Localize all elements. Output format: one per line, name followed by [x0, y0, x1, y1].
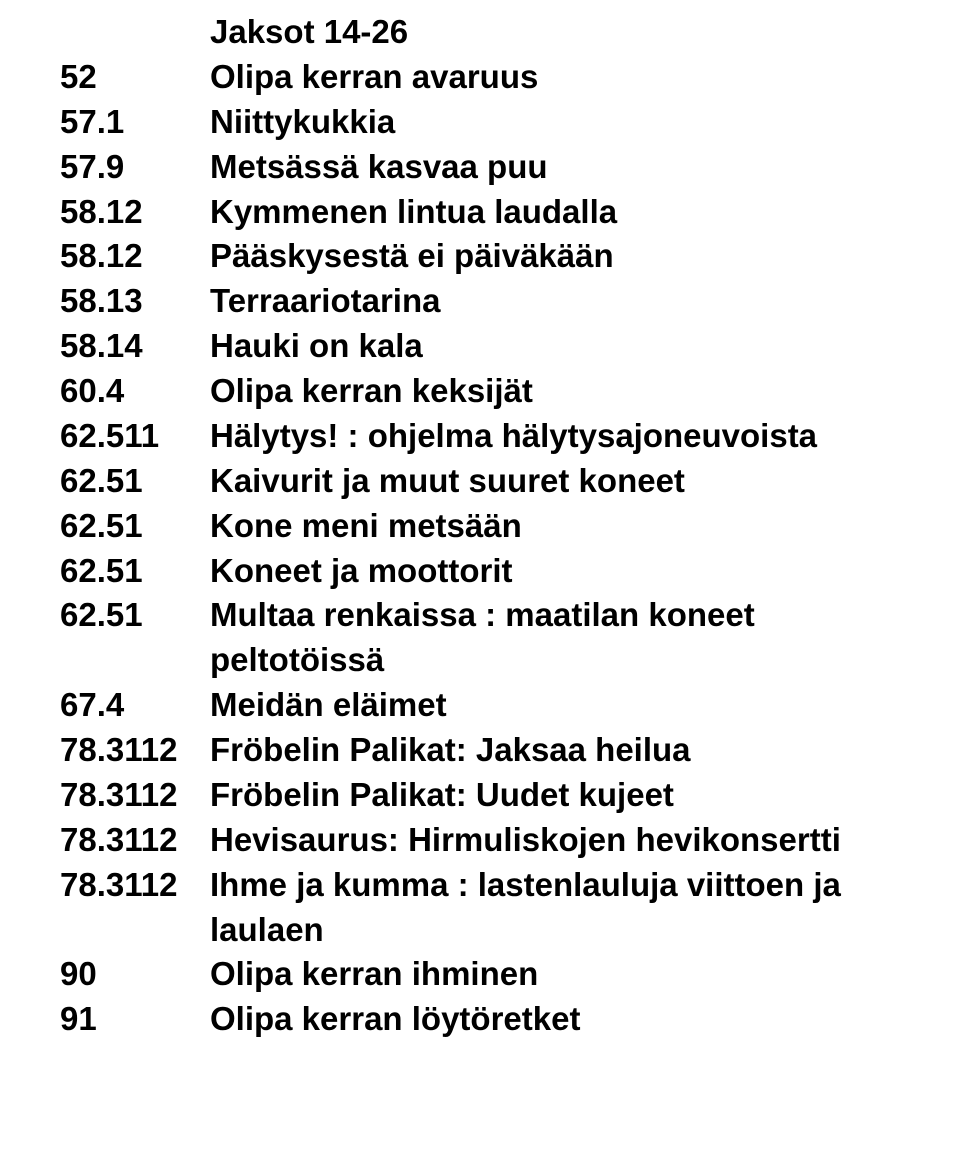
row-text: Terraariotarina [210, 279, 920, 324]
list-row: 58.13 Terraariotarina [60, 279, 920, 324]
row-text: Hälytys! : ohjelma hälytysajoneuvoista [210, 414, 920, 459]
row-number: 62.51 [60, 459, 210, 504]
row-number: 78.3112 [60, 728, 210, 773]
row-text: Jaksot 14-26 [210, 10, 920, 55]
row-number: 78.3112 [60, 818, 210, 863]
row-number: 57.1 [60, 100, 210, 145]
row-number: 58.12 [60, 234, 210, 279]
list-row: 78.3112 Ihme ja kumma : lastenlauluja vi… [60, 863, 920, 953]
row-text: Kymmenen lintua laudalla [210, 190, 920, 235]
list-row: Jaksot 14-26 [60, 10, 920, 55]
row-text: Olipa kerran ihminen [210, 952, 920, 997]
list-row: 57.9 Metsässä kasvaa puu [60, 145, 920, 190]
row-text: Niittykukkia [210, 100, 920, 145]
row-number: 57.9 [60, 145, 210, 190]
list-row: 62.51 Multaa renkaissa : maatilan koneet… [60, 593, 920, 683]
list-row: 91 Olipa kerran löytöretket [60, 997, 920, 1042]
row-text: Olipa kerran löytöretket [210, 997, 920, 1042]
row-text: Olipa kerran avaruus [210, 55, 920, 100]
list-row: 62.51 Koneet ja moottorit [60, 549, 920, 594]
row-number: 67.4 [60, 683, 210, 728]
row-number: 60.4 [60, 369, 210, 414]
row-number: 58.13 [60, 279, 210, 324]
row-text: Kone meni metsään [210, 504, 920, 549]
row-text: Fröbelin Palikat: Jaksaa heilua [210, 728, 920, 773]
list-row: 52 Olipa kerran avaruus [60, 55, 920, 100]
row-number: 62.51 [60, 549, 210, 594]
list-row: 62.51 Kaivurit ja muut suuret koneet [60, 459, 920, 504]
row-text: Hauki on kala [210, 324, 920, 369]
row-text: Koneet ja moottorit [210, 549, 920, 594]
list-row: 60.4 Olipa kerran keksijät [60, 369, 920, 414]
list-row: 58.14 Hauki on kala [60, 324, 920, 369]
list-row: 78.3112 Hevisaurus: Hirmuliskojen heviko… [60, 818, 920, 863]
row-number: 52 [60, 55, 210, 100]
row-text: Fröbelin Palikat: Uudet kujeet [210, 773, 920, 818]
list-row: 58.12 Kymmenen lintua laudalla [60, 190, 920, 235]
row-number: 58.14 [60, 324, 210, 369]
list-row: 62.51 Kone meni metsään [60, 504, 920, 549]
row-number: 62.51 [60, 504, 210, 549]
row-text: Pääskysestä ei päiväkään [210, 234, 920, 279]
list-row: 90 Olipa kerran ihminen [60, 952, 920, 997]
row-number: 78.3112 [60, 773, 210, 818]
row-text: Olipa kerran keksijät [210, 369, 920, 414]
row-number: 62.511 [60, 414, 210, 459]
row-number: 91 [60, 997, 210, 1042]
list-row: 57.1 Niittykukkia [60, 100, 920, 145]
row-text: Kaivurit ja muut suuret koneet [210, 459, 920, 504]
row-text: Meidän eläimet [210, 683, 920, 728]
row-text: Metsässä kasvaa puu [210, 145, 920, 190]
list-row: 78.3112 Fröbelin Palikat: Jaksaa heilua [60, 728, 920, 773]
row-text: Hevisaurus: Hirmuliskojen hevikonsertti [210, 818, 920, 863]
list-row: 78.3112 Fröbelin Palikat: Uudet kujeet [60, 773, 920, 818]
row-text: Multaa renkaissa : maatilan koneet pelto… [210, 593, 920, 683]
list-row: 58.12 Pääskysestä ei päiväkään [60, 234, 920, 279]
row-number: 58.12 [60, 190, 210, 235]
row-number: 62.51 [60, 593, 210, 638]
list-row: 62.511 Hälytys! : ohjelma hälytysajoneuv… [60, 414, 920, 459]
list-row: 67.4 Meidän eläimet [60, 683, 920, 728]
row-number: 90 [60, 952, 210, 997]
row-text: Ihme ja kumma : lastenlauluja viittoen j… [210, 863, 920, 953]
page: Jaksot 14-26 52 Olipa kerran avaruus 57.… [0, 0, 960, 1173]
row-number: 78.3112 [60, 863, 210, 908]
